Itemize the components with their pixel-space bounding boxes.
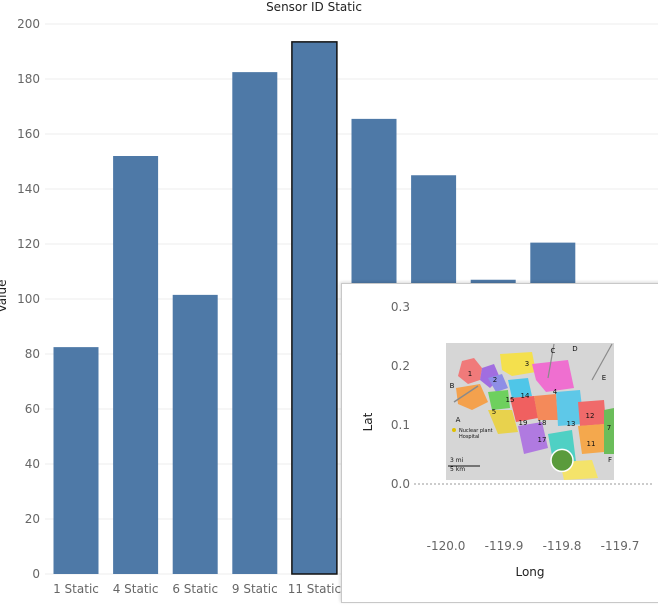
- map-region: [578, 400, 606, 426]
- bar[interactable]: [232, 72, 278, 574]
- nuclear-plant-icon: [452, 428, 456, 432]
- y-tick-label: 140: [17, 182, 40, 196]
- map-region: [508, 378, 532, 398]
- map-label: 19: [519, 419, 528, 427]
- map-letter: A: [456, 416, 461, 424]
- map-road: [591, 343, 613, 381]
- map-label: 4: [553, 388, 558, 396]
- y-axis-label: Value: [0, 280, 9, 313]
- map-letter: E: [602, 374, 606, 382]
- long-tick-label: -120.0: [427, 539, 466, 553]
- x-tick-label: 6 Static: [172, 582, 218, 596]
- map-region: [518, 422, 548, 454]
- long-tick-label: -119.9: [485, 539, 524, 553]
- map-label: 7: [607, 424, 611, 432]
- map-region: [488, 410, 518, 434]
- map-label: 11: [587, 440, 596, 448]
- map-label: 5: [492, 408, 496, 416]
- long-axis-label: Long: [515, 565, 544, 579]
- map-legend-item: Hospital: [459, 434, 479, 440]
- y-tick-label: 120: [17, 237, 40, 251]
- bar-selected[interactable]: [291, 41, 338, 575]
- map-label: 15: [506, 396, 515, 404]
- map-region: [556, 390, 584, 426]
- x-tick-label: 9 Static: [232, 582, 278, 596]
- map-region: [578, 424, 604, 454]
- map-label: 3: [525, 360, 529, 368]
- map-region: [488, 374, 508, 392]
- y-tick-label: 200: [17, 17, 40, 31]
- map-region: [534, 394, 558, 420]
- y-axis-ticks: 0 20 40 60 80 100 120 140 160 180 200: [17, 17, 40, 581]
- map-region: [532, 360, 574, 392]
- map-label: 12: [586, 412, 595, 420]
- map-label: 17: [538, 436, 547, 444]
- y-tick-label: 0: [32, 567, 40, 581]
- map-tooltip: Lat Long 0.0 0.1 0.2 0.3 -120.0 -119.9 -119.8…: [341, 283, 658, 603]
- lat-axis-label: Lat: [361, 412, 375, 431]
- map-label: 14: [521, 392, 530, 400]
- long-tick-label: -119.8: [543, 539, 582, 553]
- map-label: 18: [538, 419, 547, 427]
- map-region: [510, 396, 538, 422]
- bar[interactable]: [172, 294, 218, 574]
- chart-title: Sensor ID Static: [266, 0, 362, 14]
- lat-tick-label: 0.2: [391, 359, 410, 373]
- map-scale-label: 3 mi: [450, 457, 464, 464]
- map-label: 1: [468, 370, 472, 378]
- map-label: 2: [493, 376, 497, 384]
- lat-tick-label: 0.3: [391, 300, 410, 314]
- map-region: [500, 352, 536, 376]
- x-tick-label: 11 Static: [288, 582, 341, 596]
- location-scatter: Lat Long 0.0 0.1 0.2 0.3 -120.0 -119.9 -119.8…: [361, 300, 654, 579]
- lat-tick-label: 0.0: [391, 477, 410, 491]
- long-tick-label: -119.7: [601, 539, 640, 553]
- long-ticks: -120.0 -119.9 -119.8 -119.7: [427, 539, 640, 553]
- lat-tick-label: 0.1: [391, 418, 410, 432]
- bar[interactable]: [53, 347, 99, 574]
- map-letter: C: [551, 347, 556, 355]
- map-letter: B: [450, 382, 455, 390]
- map-road: [547, 343, 555, 379]
- map-label: 13: [567, 420, 576, 428]
- x-tick-label: 1 Static: [53, 582, 99, 596]
- y-tick-label: 180: [17, 72, 40, 86]
- location-point[interactable]: [550, 448, 574, 473]
- map-region: [604, 408, 614, 454]
- y-tick-label: 40: [25, 457, 40, 471]
- y-tick-label: 20: [25, 512, 40, 526]
- x-tick-label: 4 Static: [113, 582, 159, 596]
- y-tick-label: 80: [25, 347, 40, 361]
- map-region: [458, 358, 482, 384]
- points: [550, 448, 574, 473]
- map-letter: F: [608, 456, 612, 464]
- bar[interactable]: [113, 156, 159, 574]
- map-region: [456, 384, 488, 410]
- city-map-image: 3 4 2 1 5 14 15 18 19 13 17 10 12 11 7 C…: [446, 343, 614, 480]
- map-scale-label: 5 km: [450, 466, 465, 473]
- lat-ticks: 0.0 0.1 0.2 0.3: [391, 300, 410, 491]
- y-tick-label: 160: [17, 127, 40, 141]
- map-letter: D: [572, 345, 577, 353]
- map-legend-item: Nuclear plant: [459, 428, 493, 434]
- map-region: [488, 390, 510, 410]
- map-road: [453, 385, 479, 403]
- y-tick-label: 60: [25, 402, 40, 416]
- y-tick-label: 100: [17, 292, 40, 306]
